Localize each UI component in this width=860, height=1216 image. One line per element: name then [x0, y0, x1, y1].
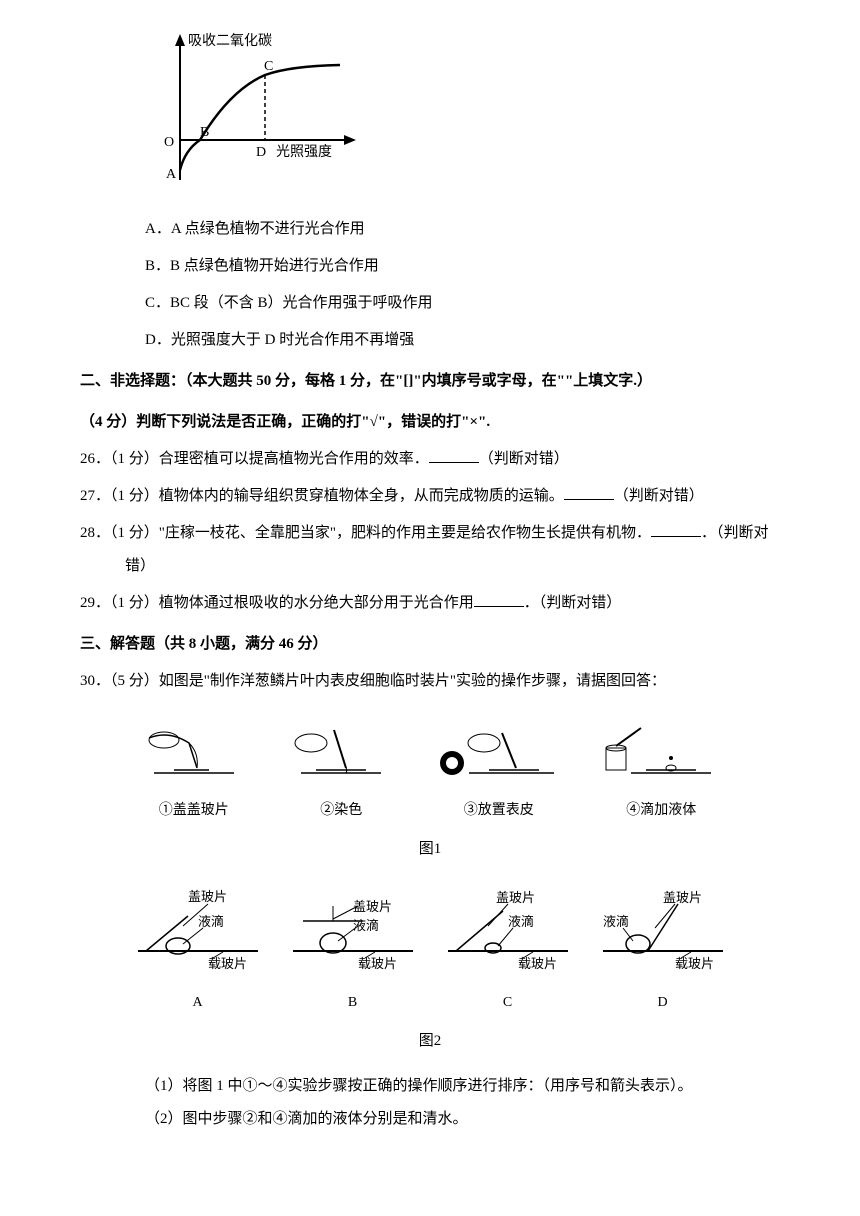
fig1-item-1: ①盖盖玻片	[139, 718, 249, 827]
subquestion-2: （2）图中步骤②和④滴加的液体分别是和清水。	[145, 1103, 780, 1136]
svg-text:盖玻片: 盖玻片	[496, 890, 535, 905]
fig2-item-a: 盖玻片 液滴 载玻片 A	[128, 886, 268, 1020]
chart-point-C: C	[264, 59, 273, 74]
option-c: C．BC 段（不含 B）光合作用强于呼吸作用	[145, 287, 780, 320]
fig2-item-c: 盖玻片 液滴 载玻片 C	[438, 886, 578, 1020]
chart-point-O: O	[164, 135, 174, 150]
option-b: B．B 点绿色植物开始进行光合作用	[145, 250, 780, 283]
svg-text:载玻片: 载玻片	[358, 956, 397, 971]
svg-text:液滴: 液滴	[603, 914, 629, 929]
option-a: A．A 点绿色植物不进行光合作用	[145, 213, 780, 246]
chart-point-D: D	[256, 145, 266, 160]
section-2-subtitle: （4 分）判断下列说法是否正确，正确的打"√"，错误的打"×".	[80, 406, 780, 439]
svg-text:盖玻片: 盖玻片	[188, 889, 227, 904]
chart-point-A: A	[166, 167, 177, 182]
fig1-item-2: ②染色	[286, 718, 396, 827]
fig2-item-b: 盖玻片 液滴 载玻片 B	[283, 886, 423, 1020]
fig2-item-d: 盖玻片 液滴 载玻片 D	[593, 886, 733, 1020]
svg-text:盖玻片: 盖玻片	[353, 899, 392, 914]
section-3-title: 三、解答题（共 8 小题，满分 46 分）	[80, 628, 780, 661]
question-26: 26．（1 分）合理密植可以提高植物光合作用的效率．（判断对错）	[80, 443, 780, 476]
question-28: 28．（1 分）"庄稼一枝花、全靠肥当家"，肥料的作用主要是给农作物生长提供有机…	[80, 517, 780, 583]
svg-text:液滴: 液滴	[198, 914, 224, 929]
question-27: 27．（1 分）植物体内的输导组织贯穿植物体全身，从而完成物质的运输。（判断对错…	[80, 480, 780, 513]
figure-1-row: ①盖盖玻片 ②染色 ③放置表皮 ④滴加液体	[120, 718, 740, 827]
chart-ylabel: 吸收二氧化碳	[188, 33, 272, 49]
question-30: 30．（5 分）如图是"制作洋葱鳞片叶内表皮细胞临时装片"实验的操作步骤，请据图…	[80, 665, 780, 698]
fig1-item-4: ④滴加液体	[601, 718, 721, 827]
question-29: 29．（1 分）植物体通过根吸收的水分绝大部分用于光合作用．（判断对错）	[80, 587, 780, 620]
svg-text:液滴: 液滴	[508, 914, 534, 929]
chart-absorption-curve: 吸收二氧化碳 光照强度 O A B C D	[150, 30, 780, 203]
svg-text:载玻片: 载玻片	[518, 956, 557, 971]
section-2-title: 二、非选择题：（本大题共 50 分，每格 1 分，在"[]"内填序号或字母，在"…	[80, 365, 780, 398]
figure-2-row: 盖玻片 液滴 载玻片 A 盖玻片 液滴 载玻片 B 盖玻片	[120, 886, 740, 1020]
fig1-item-3: ③放置表皮	[434, 718, 564, 827]
svg-text:载玻片: 载玻片	[675, 956, 714, 971]
chart-xlabel: 光照强度	[276, 144, 332, 160]
svg-text:盖玻片: 盖玻片	[663, 890, 702, 905]
figure-2-caption: 图2	[80, 1025, 780, 1058]
figure-1-caption: 图1	[80, 833, 780, 866]
chart-point-B: B	[200, 125, 209, 140]
subquestion-1: （1）将图 1 中①～④实验步骤按正确的操作顺序进行排序：（用序号和箭头表示）。	[145, 1070, 780, 1103]
svg-text:载玻片: 载玻片	[208, 956, 247, 971]
option-d: D．光照强度大于 D 时光合作用不再增强	[145, 324, 780, 357]
